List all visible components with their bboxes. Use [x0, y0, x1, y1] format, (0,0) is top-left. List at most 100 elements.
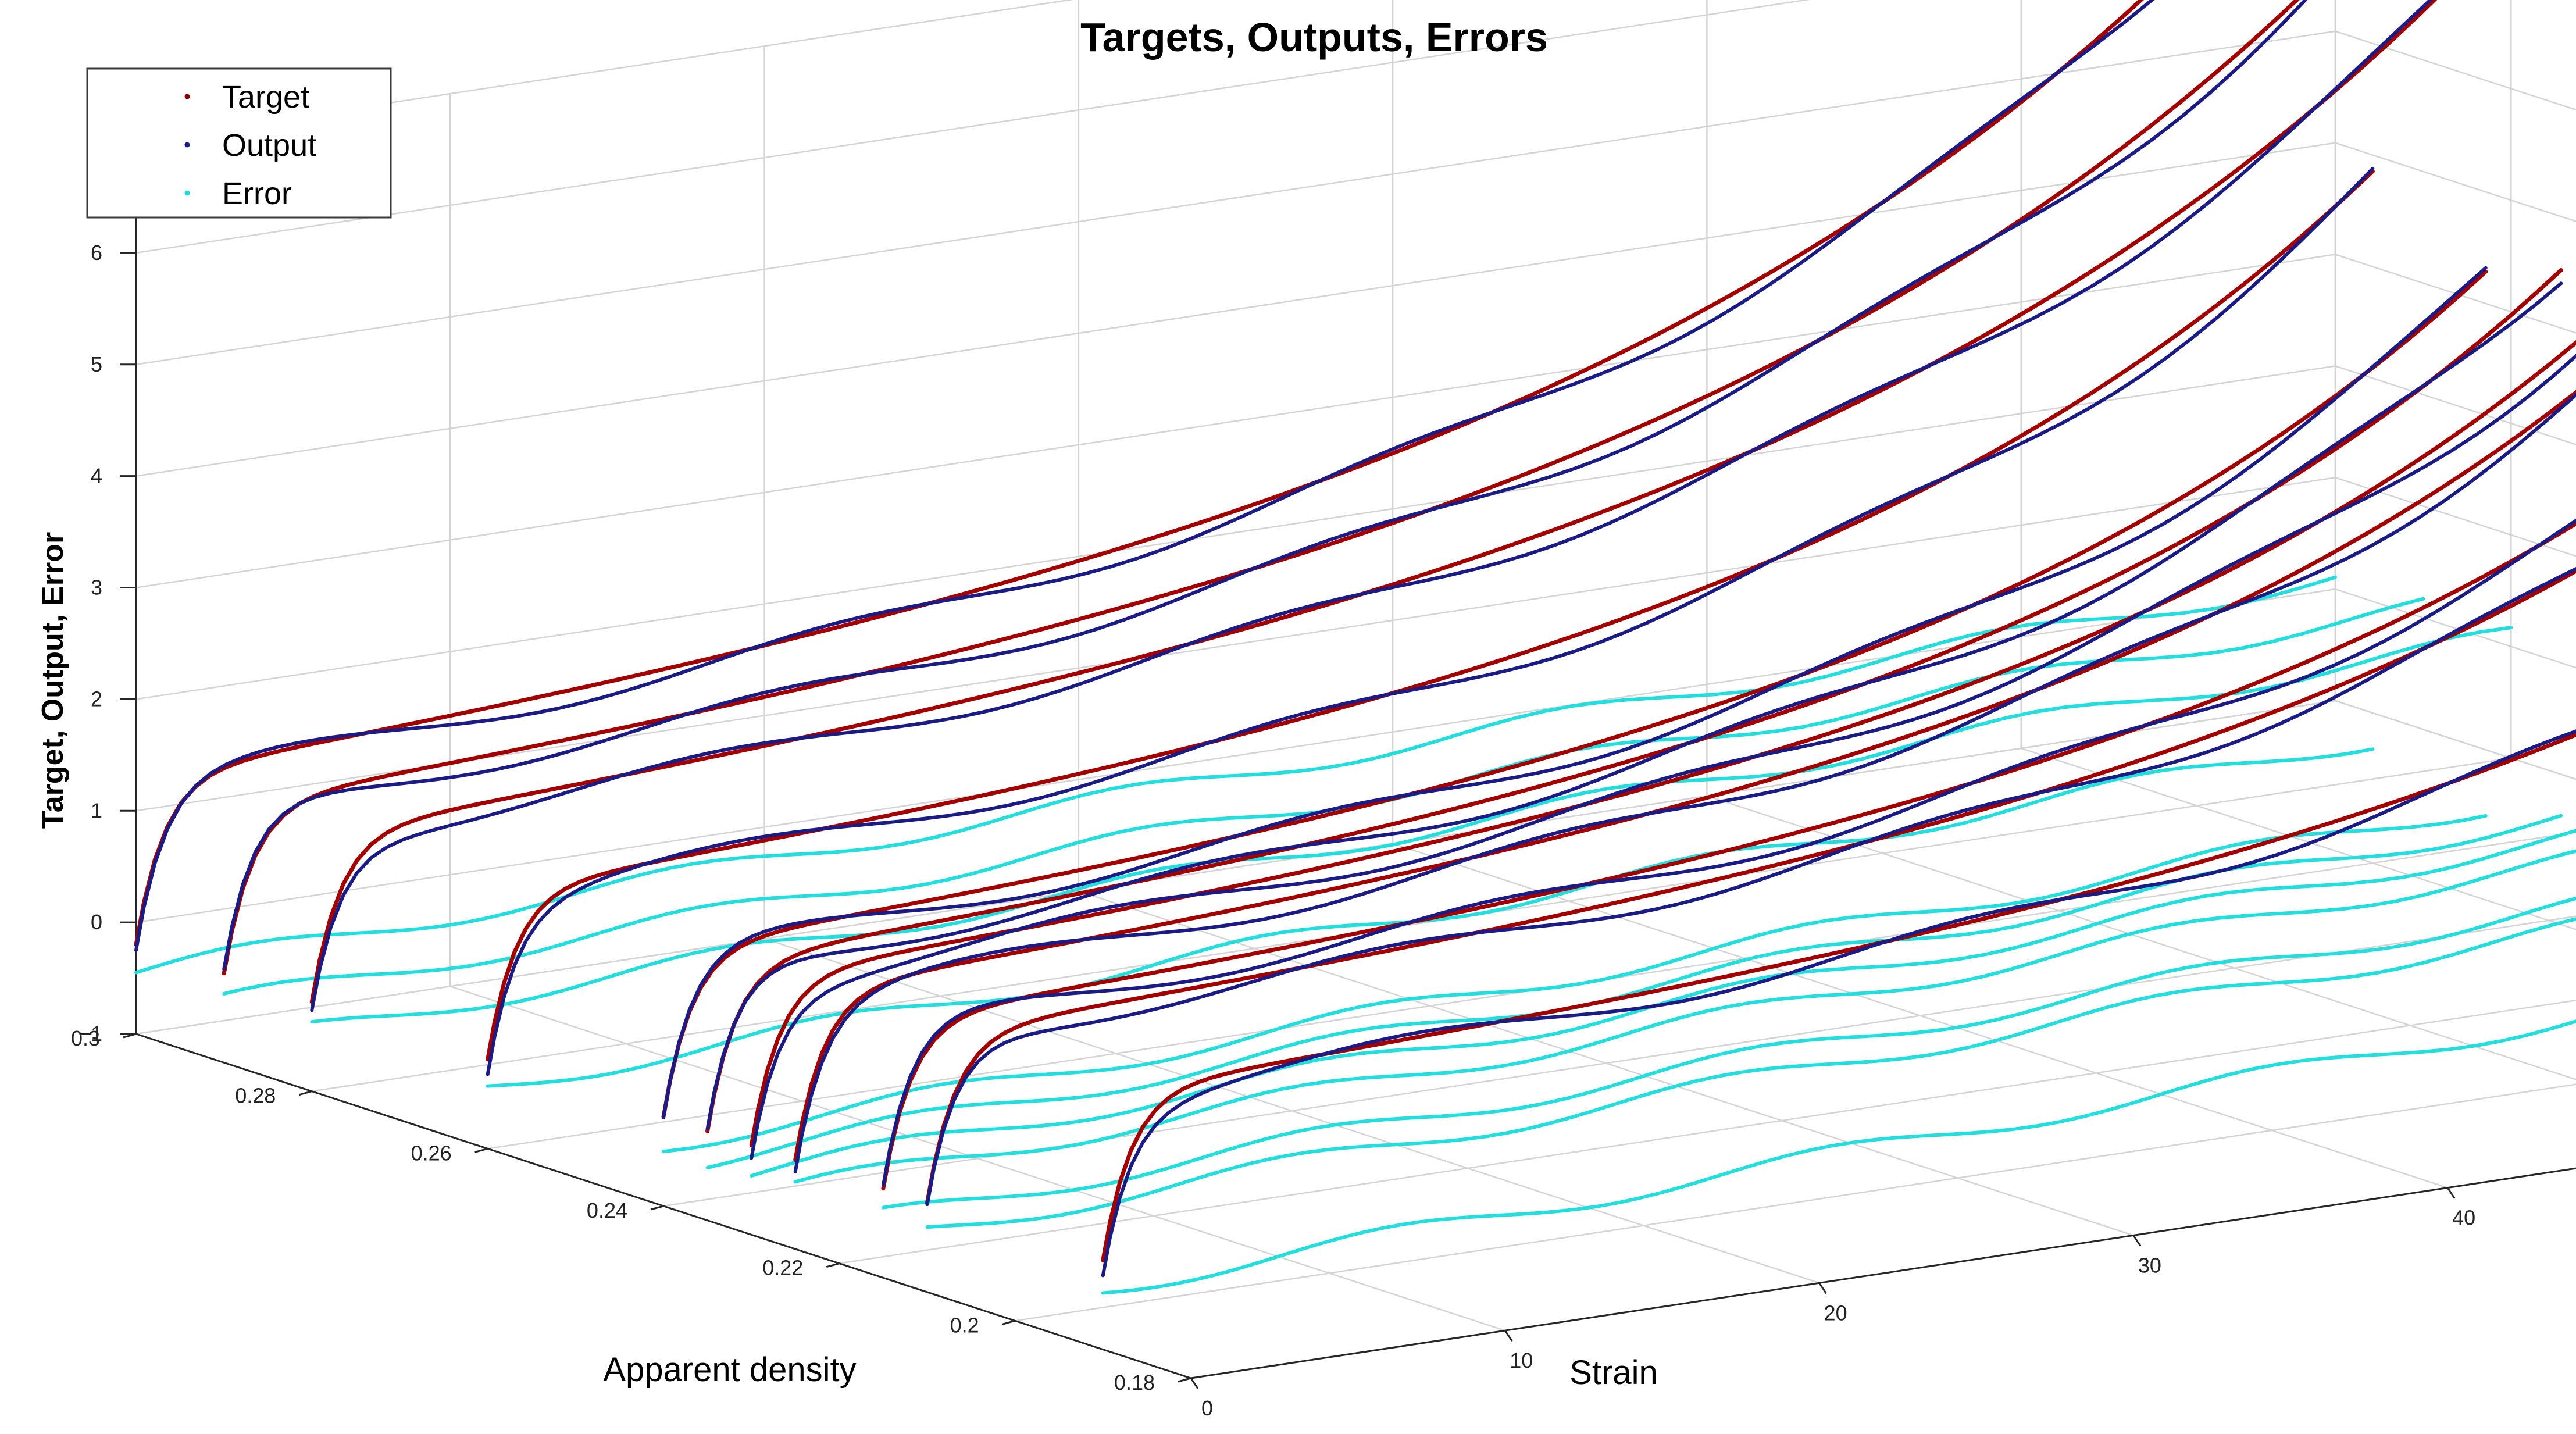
- grid-line-floor-strain: [2335, 700, 2576, 780]
- grid-line-side-z: [2335, 254, 2576, 334]
- x-tick-label: 30: [2138, 1253, 2161, 1277]
- grid-line-back-z: [135, 254, 2336, 588]
- y-axis-label: Apparent density: [603, 1351, 856, 1389]
- output-series-line: [793, 392, 2576, 1173]
- grid-line-side-z: [2335, 142, 2576, 223]
- z-tick-label: 3: [91, 576, 102, 600]
- tick-layer: −1012345670.180.20.220.240.260.280.30102…: [71, 129, 2475, 1420]
- y-tick: [1002, 1319, 1016, 1325]
- x-tick: [1818, 1282, 1827, 1294]
- legend-label-output: Output: [222, 128, 316, 163]
- target-series-line: [749, 340, 2576, 1148]
- series-layer: [134, 0, 2576, 1295]
- z-tick-label: 5: [91, 352, 102, 376]
- x-tick-label: 40: [2452, 1206, 2475, 1230]
- grid-line-side-z: [2335, 700, 2576, 780]
- grid-line-back-z: [135, 365, 2336, 700]
- legend-marker-target: [184, 94, 190, 99]
- x-tick: [1504, 1330, 1513, 1342]
- x-tick: [2132, 1235, 2142, 1247]
- grid-line-back-z: [135, 477, 2336, 812]
- axes-layer: [120, 140, 2576, 1389]
- target-series-line: [222, 0, 2300, 976]
- grid-line-side-z: [2335, 30, 2576, 111]
- grid-line-back-z: [135, 588, 2336, 923]
- legend-label-target: Target: [222, 80, 309, 115]
- y-tick-label: 0.22: [762, 1256, 803, 1280]
- z-tick-label: 6: [91, 241, 102, 265]
- grid-layer: [135, 0, 2576, 1379]
- legend-marker-output: [184, 142, 190, 148]
- grid-line-side-z: [2335, 588, 2576, 669]
- output-series-line: [881, 518, 2576, 1187]
- y-tick: [826, 1262, 840, 1268]
- y-tick-label: 0.18: [1114, 1371, 1155, 1394]
- y-tick: [650, 1205, 664, 1211]
- grid-line-back-z: [135, 30, 2336, 365]
- grid-line-floor-density: [312, 757, 2511, 1092]
- grid-line-side-z: [2335, 0, 2576, 264]
- target-series-line: [925, 569, 2576, 1205]
- grid-line-floor-density: [1015, 1083, 2576, 1322]
- target-series-line: [705, 268, 2563, 1133]
- y-tick: [1178, 1377, 1191, 1383]
- x-tick: [1190, 1378, 1199, 1389]
- legend-label-error: Error: [222, 176, 292, 211]
- target-series-line: [309, 0, 2438, 1004]
- z-tick-label: 2: [91, 687, 102, 711]
- y-tick-label: 0.26: [411, 1141, 452, 1165]
- y-tick-label: 0.24: [587, 1198, 627, 1222]
- y-tick: [123, 1033, 137, 1039]
- output-series-line: [486, 166, 2375, 1076]
- z-tick-label: −1: [79, 1022, 102, 1046]
- error-series-line: [750, 829, 2576, 1178]
- output-series-line: [222, 0, 2308, 971]
- error-series-line: [134, 575, 2337, 975]
- error-series-line: [222, 597, 2425, 996]
- error-series-line: [486, 747, 2375, 1088]
- target-series-line: [661, 269, 2488, 1119]
- grid-line-side-z: [2335, 365, 2576, 445]
- y-tick: [474, 1147, 488, 1153]
- x-tick-label: 20: [1824, 1301, 1847, 1325]
- error-series-line: [793, 849, 2576, 1184]
- y-tick-label: 0.2: [950, 1313, 979, 1337]
- x-tick: [2446, 1187, 2456, 1199]
- z-axis-label: Target, Output, Error: [36, 532, 70, 829]
- z-tick-label: 0: [91, 910, 102, 934]
- output-series-line: [134, 0, 2155, 953]
- z-tick-label: 4: [91, 464, 102, 488]
- target-series-line: [793, 390, 2576, 1162]
- legend-box: [86, 67, 392, 219]
- error-series-line: [662, 814, 2488, 1154]
- grid-line-back-z: [135, 0, 1810, 254]
- error-series-line: [925, 917, 2576, 1229]
- x-axis-line: [1190, 1167, 2576, 1379]
- error-series-line: [881, 896, 2576, 1210]
- grid-line-side-z: [2335, 477, 2576, 557]
- grid-line-side-z: [2335, 0, 2576, 152]
- grid-line-back-z: [135, 0, 1074, 142]
- output-series-line: [705, 281, 2563, 1130]
- error-series-line: [1101, 1019, 2576, 1295]
- grid-line-back-z: [135, 142, 2336, 477]
- y-tick: [298, 1090, 312, 1096]
- x-tick-label: 10: [1510, 1349, 1533, 1372]
- x-tick-label: 0: [1201, 1396, 1213, 1420]
- chart-title: Targets, Outputs, Errors: [1080, 15, 1548, 60]
- legend: Target Output Error: [86, 67, 392, 219]
- output-series-line: [1101, 729, 2576, 1278]
- z-tick-label: 1: [91, 798, 102, 822]
- output-series-line: [662, 266, 2488, 1119]
- output-series-line: [750, 354, 2576, 1160]
- output-series-line: [310, 0, 2433, 1012]
- grid-line-floor-density: [135, 700, 2336, 1035]
- y-tick-label: 0.3: [71, 1026, 100, 1050]
- x-axis-label: Strain: [1569, 1354, 1658, 1392]
- output-series-line: [925, 566, 2576, 1207]
- legend-marker-error: [184, 190, 190, 196]
- y-tick-label: 0.28: [235, 1084, 276, 1108]
- grid-line-floor-density: [839, 999, 2576, 1264]
- target-series-line: [881, 521, 2576, 1191]
